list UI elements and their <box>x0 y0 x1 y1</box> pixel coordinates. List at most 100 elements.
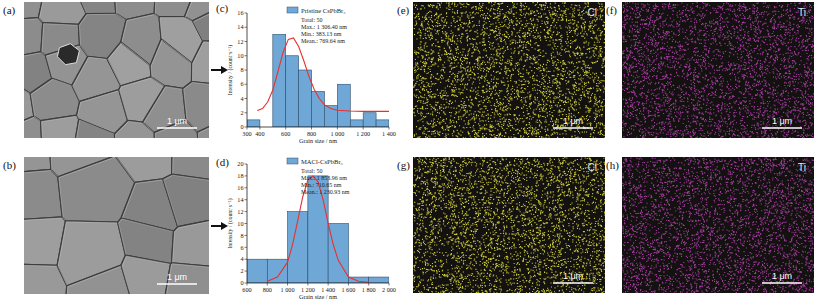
histogram-chart: (c)3004006008001 0001 2001 4000246810121… <box>216 2 396 144</box>
histogram-bar <box>247 259 267 283</box>
grain-edge <box>161 264 209 294</box>
histogram-bar <box>328 224 348 284</box>
scale-bar-label: 1 μm <box>167 272 187 282</box>
arrow-shaft <box>211 69 222 71</box>
grain-edge <box>151 40 193 89</box>
y-tick <box>245 98 248 99</box>
grain-edge <box>122 256 172 294</box>
x-tick-label: 2 000 <box>382 286 396 293</box>
annotation: Total: 50 <box>301 168 322 174</box>
legend-swatch <box>287 158 298 164</box>
y-tick <box>245 247 248 248</box>
x-axis-label: Grain size / nm <box>299 137 337 144</box>
eds-map <box>622 2 814 138</box>
y-tick-label: 8 <box>240 66 243 73</box>
element-label: Cl <box>588 162 597 173</box>
eds-map <box>413 157 605 293</box>
annotation: Min.: 710.65 nm <box>301 182 342 188</box>
grain-edge <box>71 120 116 138</box>
scale-bar <box>553 282 593 284</box>
histogram-bar <box>376 120 389 127</box>
x-tick-label: 1 400 <box>382 130 396 137</box>
grain <box>198 113 210 138</box>
x-tick-label: 1 200 <box>356 130 370 137</box>
x-tick-label: 600 <box>242 286 251 293</box>
panel-label: (f) <box>606 4 617 17</box>
y-tick-label: 14 <box>237 23 243 30</box>
x-tick-label: 1 400 <box>321 286 335 293</box>
eds-signal <box>413 2 605 138</box>
grain-edge <box>173 216 210 270</box>
grain-edge <box>184 83 209 134</box>
grain <box>24 170 62 222</box>
histogram-chart: (d)6008001 0001 2001 4001 6001 8002 0000… <box>216 156 396 300</box>
grain-edge <box>42 116 80 138</box>
eds-map <box>622 157 814 293</box>
x-tick-label: 600 <box>281 130 290 137</box>
scale-bar <box>762 127 802 129</box>
histogram-bar <box>369 277 389 283</box>
y-tick <box>245 164 248 165</box>
y-tick <box>245 199 248 200</box>
histogram-bar <box>286 56 299 127</box>
grain <box>150 39 192 88</box>
scale-bar-label: 1 μm <box>563 116 583 126</box>
grain <box>163 174 209 227</box>
scale-bar-label: 1 μm <box>563 271 583 281</box>
legend-swatch <box>287 7 298 13</box>
y-tick-label: 0 <box>240 279 243 286</box>
y-tick-label: 14 <box>237 196 243 203</box>
y-tick-label: 10 <box>237 220 243 227</box>
grain-edge <box>24 170 63 222</box>
y-tick <box>245 112 248 113</box>
grain-edge <box>193 42 210 88</box>
y-tick <box>245 211 248 212</box>
y-tick-label: 4 <box>240 255 243 262</box>
figure: (a)1 μm(b)1 μm(c)3004006008001 0001 2001… <box>0 0 819 307</box>
panel-label: (c) <box>216 2 229 15</box>
scale-bar <box>157 283 197 285</box>
sem-image <box>24 157 209 294</box>
grain-edge <box>198 114 209 138</box>
grain <box>71 119 116 138</box>
y-tick-label: 16 <box>237 184 243 191</box>
x-tick-label: 300 <box>242 130 251 137</box>
legend-label: Pristine CsPbBr₃ <box>301 7 346 14</box>
y-tick <box>245 223 248 224</box>
plot-area <box>247 34 389 127</box>
scale-bar-label: 1 μm <box>772 116 792 126</box>
y-tick <box>245 13 248 14</box>
x-tick-label: 1 600 <box>341 286 355 293</box>
y-tick-label: 0 <box>240 123 243 130</box>
y-axis-label: Intensity / (count·s⁻¹) <box>227 45 234 96</box>
panel-label: (g) <box>397 159 410 172</box>
panel-label: (a) <box>3 4 16 17</box>
eds-signal <box>622 157 814 293</box>
scale-bar <box>553 127 593 129</box>
y-tick <box>245 84 248 85</box>
grain-edge <box>69 2 117 15</box>
y-tick-label: 18 <box>237 172 243 179</box>
annotation: Total: 50 <box>301 17 322 23</box>
grain <box>161 263 210 294</box>
grain <box>193 2 210 43</box>
histogram-bar <box>363 113 376 127</box>
y-tick-label: 6 <box>240 80 243 87</box>
x-axis-line <box>247 127 389 128</box>
y-tick-label: 16 <box>237 9 243 16</box>
panel-label: (d) <box>216 156 229 169</box>
fit-curve <box>267 176 368 283</box>
y-axis-label: Intensity / (count·s⁻¹) <box>227 198 234 249</box>
y-tick-label: 12 <box>237 208 243 215</box>
plot-area <box>247 176 389 283</box>
scale-bar <box>762 282 802 284</box>
y-tick <box>245 175 248 176</box>
x-tick-label: 1 800 <box>362 286 376 293</box>
histogram-bar <box>350 120 363 127</box>
y-tick-label: 4 <box>240 95 243 102</box>
histogram-bar <box>337 84 350 127</box>
annotation: Mean.: 769.64 nm <box>301 38 345 44</box>
y-tick <box>245 283 248 284</box>
y-tick-label: 6 <box>240 244 243 251</box>
panel-label: (h) <box>606 159 619 172</box>
